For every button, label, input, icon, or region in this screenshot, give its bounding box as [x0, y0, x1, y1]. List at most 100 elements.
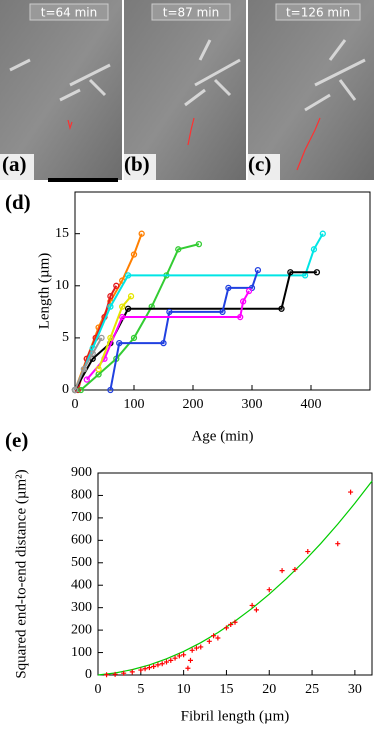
time-label: t=126 min: [286, 6, 350, 20]
panel-label: (b): [124, 152, 150, 176]
label-bg: [0, 154, 34, 180]
point: [138, 230, 145, 237]
point: [279, 568, 285, 574]
point: [237, 313, 244, 321]
y-tick-label: 800: [71, 488, 92, 503]
point: [168, 657, 174, 663]
point: [107, 293, 114, 300]
point: [98, 334, 105, 342]
micrographs: t=64 min t=87 min t=126 min (a) (b) (c): [0, 0, 374, 182]
point: [71, 386, 79, 394]
y-tick-label: 400: [71, 577, 92, 592]
point: [155, 662, 161, 668]
point: [266, 587, 272, 593]
point: [254, 267, 262, 274]
point: [130, 334, 138, 342]
plot-frame: [97, 472, 373, 676]
point: [83, 376, 90, 383]
x-tick-label: 20: [262, 682, 276, 697]
point: [95, 366, 102, 373]
point: [287, 269, 294, 276]
x-tick-label: 25: [305, 682, 319, 697]
x-tick-label: 15: [219, 682, 233, 697]
y-tick-label: 700: [71, 510, 92, 525]
point: [195, 240, 203, 248]
point: [146, 665, 152, 671]
point: [164, 659, 169, 665]
panel-label: (d): [5, 190, 31, 214]
point: [228, 622, 234, 627]
y-tick-label: 0: [85, 667, 92, 682]
time-box: [275, 3, 361, 21]
point: [278, 305, 285, 312]
point: [206, 638, 212, 644]
series-line: [80, 243, 200, 391]
point: [239, 298, 247, 305]
panel-label: (c): [248, 152, 271, 176]
point: [80, 366, 87, 373]
point: [127, 293, 135, 300]
point: [193, 645, 199, 651]
point: [245, 287, 253, 295]
point: [130, 251, 138, 258]
point: [348, 489, 354, 495]
point: [166, 308, 173, 315]
x-tick-label: 10: [177, 682, 191, 697]
point: [181, 652, 187, 658]
point: [232, 619, 238, 625]
point: [138, 667, 144, 673]
point: [198, 644, 204, 650]
plot-frame: [74, 191, 371, 391]
point: [292, 567, 298, 573]
point: [119, 303, 126, 310]
point: [107, 303, 114, 310]
point: [211, 633, 217, 639]
point: [160, 339, 167, 347]
point: [310, 246, 318, 253]
x-tick-label: 400: [301, 397, 322, 412]
label-bg: [122, 154, 156, 180]
point: [225, 284, 232, 292]
y-tick-label: 300: [71, 600, 92, 615]
point: [223, 625, 229, 631]
y-tick-label: 500: [71, 555, 92, 570]
point: [249, 602, 255, 608]
x-tick-label: 100: [124, 397, 145, 412]
y-tick-label: 5: [62, 330, 69, 345]
point: [175, 246, 182, 253]
time-box: [29, 3, 109, 21]
point: [77, 386, 85, 394]
time-label: t=87 min: [163, 6, 219, 20]
x-tick-label: 0: [95, 682, 102, 697]
y-tick-label: 100: [71, 645, 92, 660]
series-line: [97, 295, 132, 370]
series-line: [74, 337, 103, 391]
point: [89, 350, 96, 357]
point: [107, 334, 114, 342]
y-axis-title: Length (µm): [36, 253, 52, 330]
y-tick-label: 200: [71, 622, 92, 637]
x-tick-label: 300: [242, 397, 263, 412]
point: [142, 666, 148, 672]
time-label: t=64 min: [41, 6, 97, 20]
point: [335, 541, 341, 547]
panel-label: (a): [2, 152, 27, 176]
point: [113, 282, 120, 289]
x-tick-label: 5: [137, 682, 144, 697]
image: [248, 0, 374, 180]
y-tick-label: 0: [62, 382, 69, 397]
series-line: [109, 269, 259, 391]
point: [215, 635, 221, 641]
fit-curve: [97, 480, 373, 676]
y-tick-label: 600: [71, 533, 92, 548]
point: [124, 272, 132, 279]
point: [116, 339, 123, 347]
point: [185, 665, 191, 671]
point: [176, 653, 182, 659]
point: [112, 671, 118, 677]
x-tick-label: 0: [72, 397, 79, 412]
traces: [67, 117, 321, 171]
point: [104, 672, 110, 678]
point: [107, 386, 114, 394]
point: [319, 230, 326, 237]
